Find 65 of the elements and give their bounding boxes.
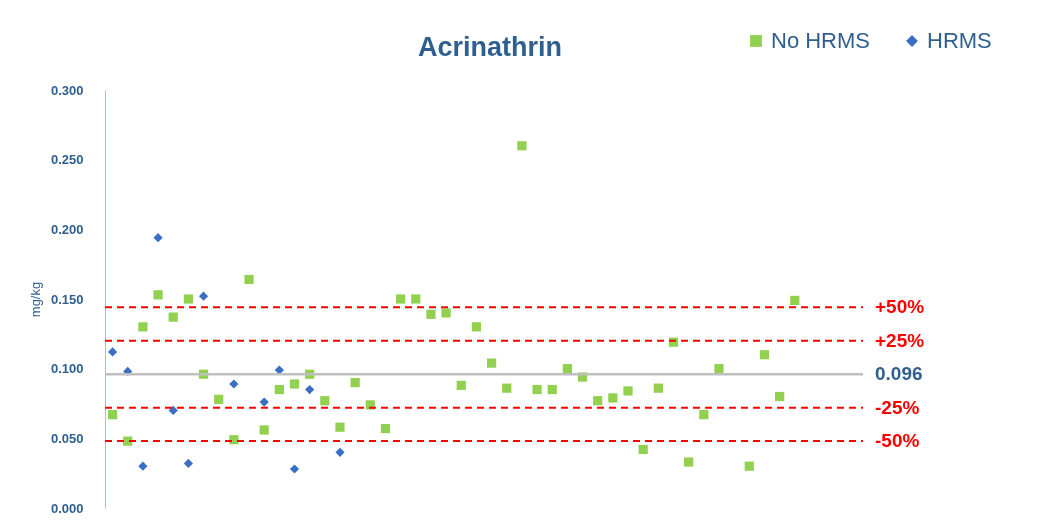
point xyxy=(714,364,724,374)
point xyxy=(699,410,709,420)
point xyxy=(744,461,754,471)
point xyxy=(229,379,239,389)
point xyxy=(608,393,618,403)
point xyxy=(138,322,148,332)
point xyxy=(350,377,360,388)
point xyxy=(183,294,193,304)
y-tick-label: 0.250 xyxy=(50,152,84,168)
y-tick-label: 0.050 xyxy=(50,430,84,446)
y-axis-title: mg/kg xyxy=(27,281,43,318)
point xyxy=(138,461,148,471)
point xyxy=(456,380,466,390)
point xyxy=(380,423,391,434)
point xyxy=(593,396,603,406)
point xyxy=(259,397,269,407)
point xyxy=(320,396,330,406)
text: -50% xyxy=(875,430,920,452)
point xyxy=(107,410,118,420)
legend-label: HRMS xyxy=(927,28,992,53)
point xyxy=(107,347,118,357)
ref-line-label: 0.096 xyxy=(875,363,923,385)
point xyxy=(562,364,572,374)
point xyxy=(517,141,527,151)
point xyxy=(638,444,648,455)
point xyxy=(335,422,345,432)
y-tick-label: 0.000 xyxy=(50,500,84,516)
point xyxy=(244,274,254,285)
point xyxy=(411,294,421,304)
point xyxy=(153,233,163,243)
legend-label: No HRMS xyxy=(771,28,871,53)
point xyxy=(623,386,633,396)
chart-title: Acrinathrin xyxy=(417,32,563,62)
point xyxy=(214,394,224,404)
y-tick-label: 0.200 xyxy=(50,221,84,237)
text: +50% xyxy=(875,296,925,318)
point xyxy=(183,458,193,469)
text: -25% xyxy=(875,396,920,418)
point xyxy=(790,295,800,305)
point xyxy=(486,358,497,368)
point xyxy=(532,384,542,395)
point xyxy=(547,384,557,395)
y-tick-label: 0.150 xyxy=(50,291,84,307)
point xyxy=(198,291,209,301)
point xyxy=(441,308,451,318)
point xyxy=(396,294,406,304)
point xyxy=(168,312,178,322)
point xyxy=(153,290,163,300)
text: +25% xyxy=(875,329,925,351)
point xyxy=(274,384,284,395)
point xyxy=(759,350,770,360)
y-tick-label: 0.100 xyxy=(50,361,84,377)
point xyxy=(289,464,300,474)
point xyxy=(653,383,663,393)
y-tick-label: 0.300 xyxy=(50,82,84,98)
point xyxy=(335,447,345,457)
point xyxy=(259,425,269,435)
point xyxy=(289,379,300,389)
point xyxy=(305,384,315,395)
point xyxy=(684,457,694,467)
point xyxy=(502,383,512,393)
point xyxy=(471,322,482,332)
point xyxy=(168,405,178,416)
point xyxy=(426,309,436,319)
point xyxy=(775,391,785,402)
